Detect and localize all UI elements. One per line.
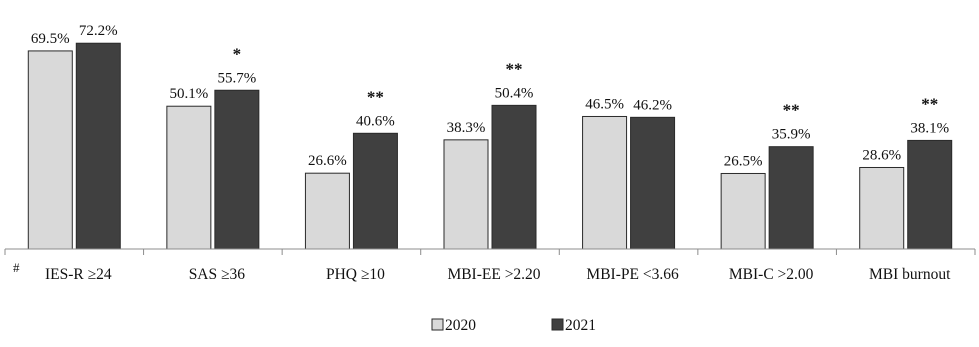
category-label: IES-R ≥24 xyxy=(45,266,112,283)
bar-2021 xyxy=(907,139,953,250)
footnote-marker: # xyxy=(13,260,20,275)
data-label: 46.2% xyxy=(633,97,672,113)
data-label: 26.5% xyxy=(724,153,763,169)
x-axis-ticks xyxy=(4,249,976,255)
category-labels-layer: IES-R ≥24 SAS ≥36 PHQ ≥10 MBI-EE >2.20 MBI-P… xyxy=(45,266,951,283)
data-label: 55.7% xyxy=(217,70,256,86)
bar-2021 xyxy=(630,116,676,250)
legend-label: 2020 xyxy=(445,317,476,334)
data-label: 40.6% xyxy=(356,113,395,129)
bar-2020 xyxy=(166,105,212,250)
legend-label: 2021 xyxy=(565,317,596,334)
significance-marker: ** xyxy=(506,59,523,78)
bar-2021 xyxy=(75,42,121,250)
category-label: MBI-PE <3.66 xyxy=(586,266,679,283)
data-label: 46.5% xyxy=(585,96,624,112)
value-labels-layer: 69.5% 72.2% 50.1% 55.7% 26.6% 40.6% 38.3% 50.4%… xyxy=(31,23,949,169)
bars-layer xyxy=(27,42,953,250)
data-label: 35.9% xyxy=(772,127,811,143)
significance-marker: ** xyxy=(921,94,938,113)
category-label: SAS ≥36 xyxy=(189,266,246,283)
category-label: PHQ ≥10 xyxy=(326,266,385,283)
category-label: MBI-EE >2.20 xyxy=(447,266,540,283)
data-label: 38.1% xyxy=(910,120,949,136)
data-label: 28.6% xyxy=(862,147,901,163)
significance-marker: ** xyxy=(367,87,384,106)
category-label: MBI-C >2.00 xyxy=(729,266,814,283)
legend-swatch-2021 xyxy=(551,318,564,331)
bar-2021 xyxy=(214,89,260,250)
bar-2020 xyxy=(443,139,489,250)
category-label: MBI burnout xyxy=(869,266,951,283)
significance-layer: ******* ** xyxy=(233,44,939,119)
significance-marker: ** xyxy=(783,101,800,120)
data-label: 50.4% xyxy=(495,85,534,101)
bar-2020 xyxy=(720,172,766,250)
data-label: 69.5% xyxy=(31,31,70,47)
significance-marker: * xyxy=(233,44,242,63)
bar-2020 xyxy=(27,50,73,250)
legend-swatch-2020 xyxy=(431,318,444,331)
bar-2021 xyxy=(491,104,537,250)
legend: 2020 2021 xyxy=(431,317,596,334)
data-label: 72.2% xyxy=(79,23,118,39)
bar-2020 xyxy=(582,115,628,250)
bar-2020 xyxy=(859,166,905,250)
bar-2021 xyxy=(352,132,398,250)
bar-2021 xyxy=(768,146,814,250)
data-label: 50.1% xyxy=(169,86,208,102)
bar-2020 xyxy=(304,172,350,250)
data-label: 26.6% xyxy=(308,153,347,169)
data-label: 38.3% xyxy=(447,120,486,136)
